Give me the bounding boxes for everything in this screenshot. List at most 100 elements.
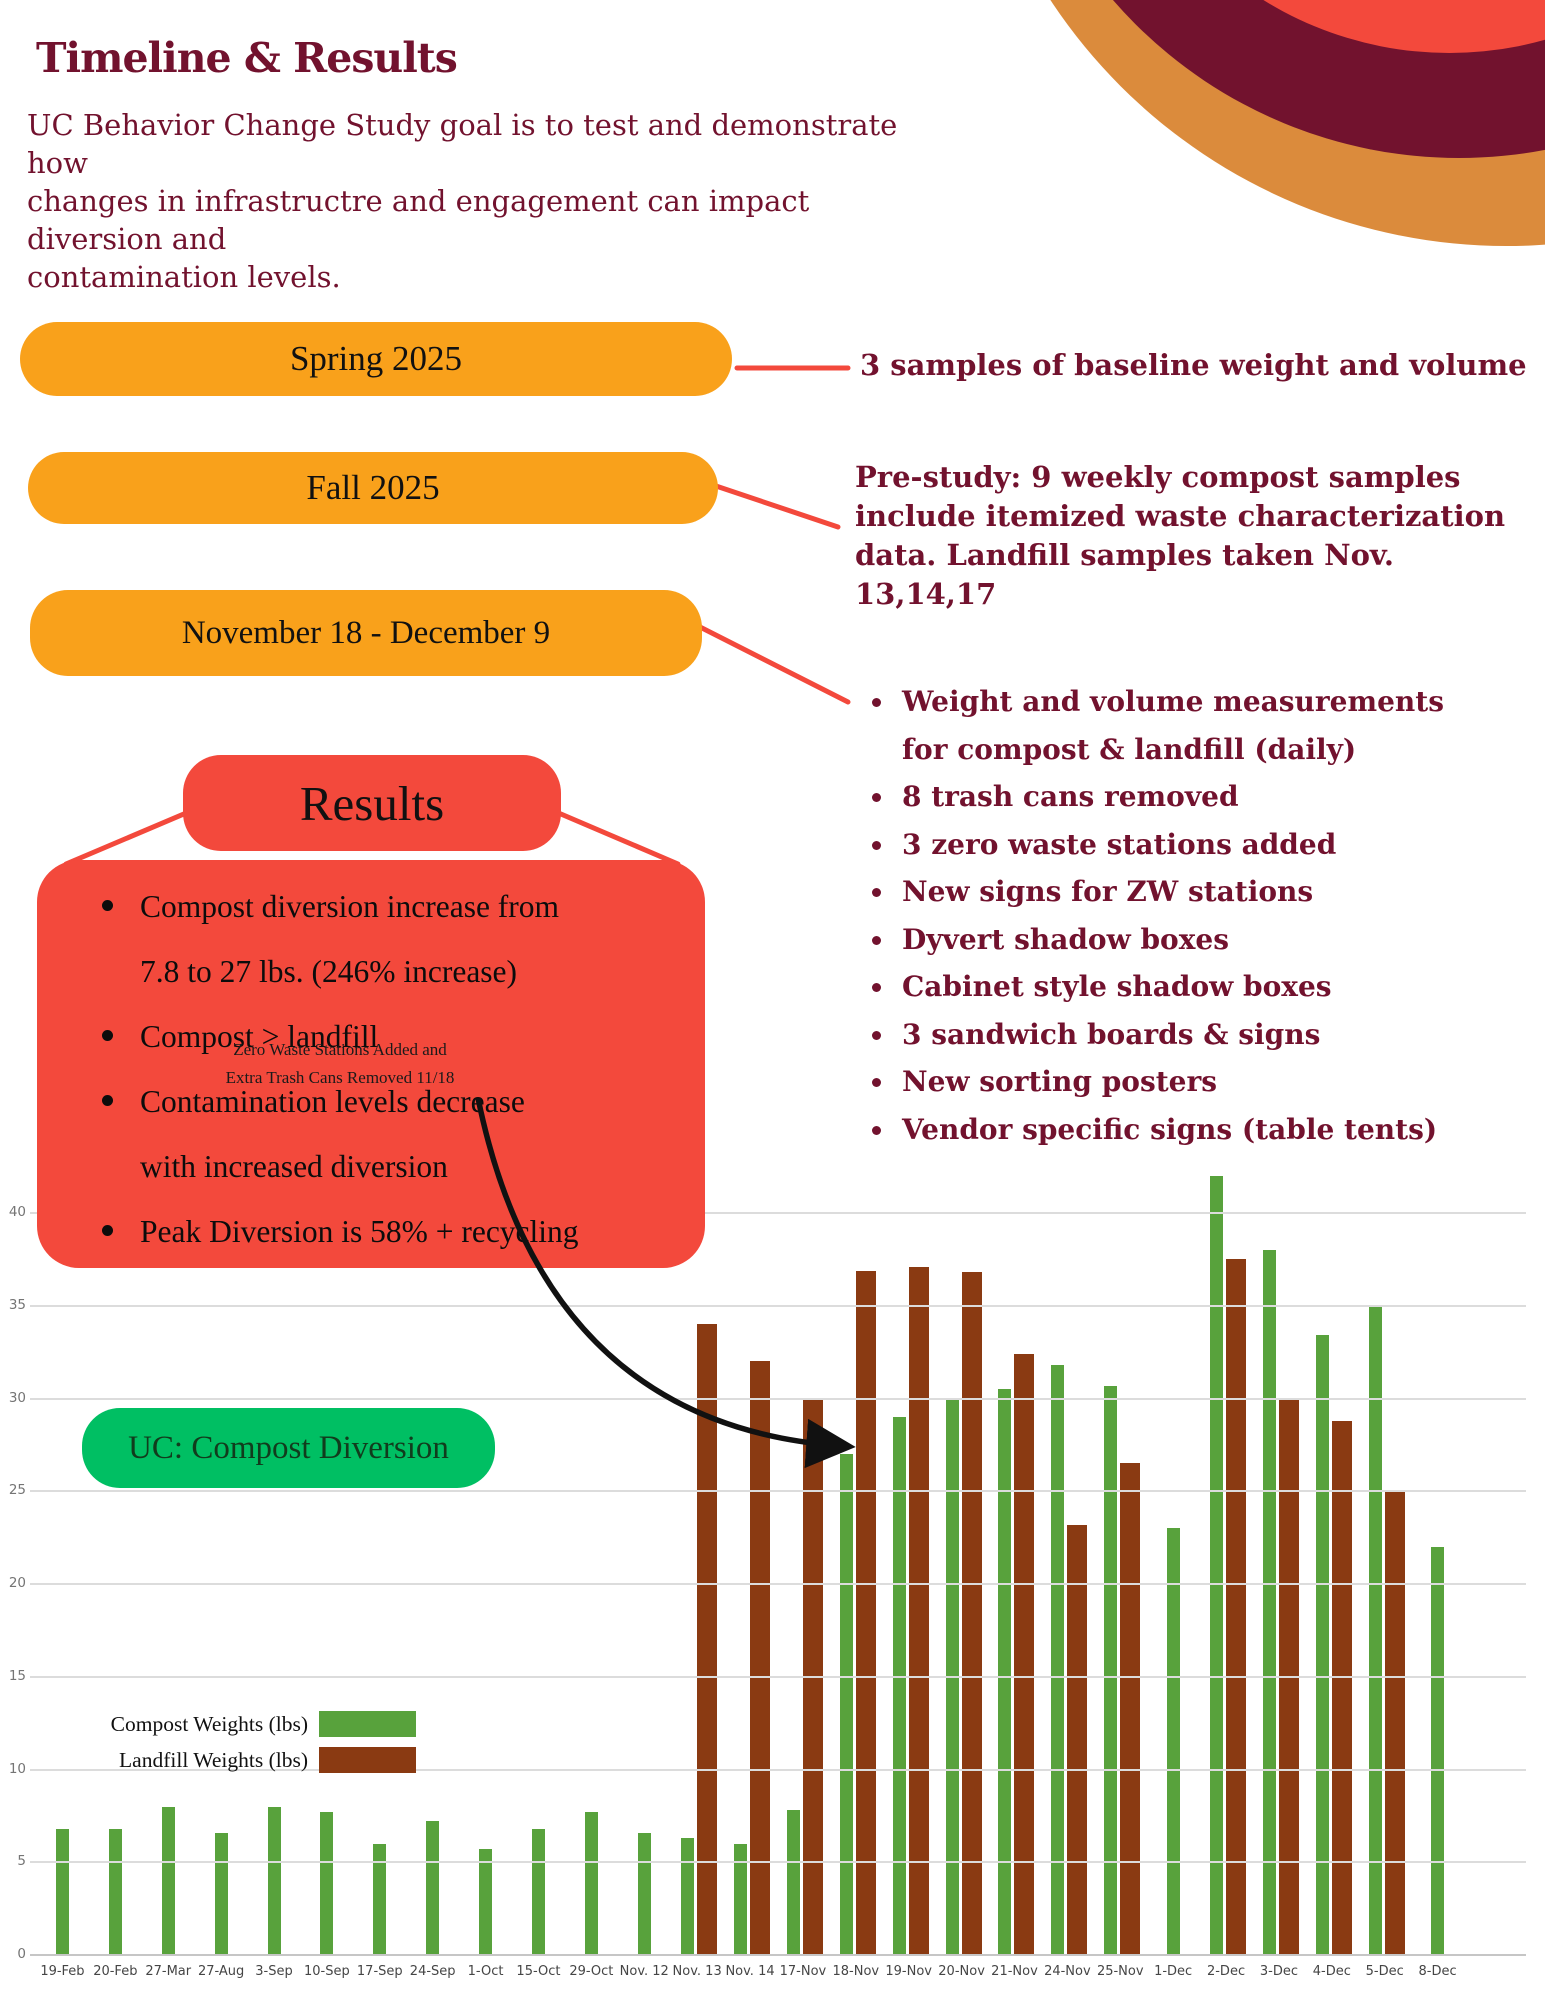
bar-group-17-Sep: 17-Sep (353, 1100, 406, 1979)
study-action-item: Dyvert shadow boxes (872, 916, 1462, 964)
chart-plot-area: 19-Feb 20-Feb 27-Mar 27-Aug 3-Sep 10-Sep 17-Se… (36, 1100, 1464, 1979)
study-action-item: New signs for ZW stations (872, 868, 1462, 916)
bar-group-4-Dec: 4-Dec (1305, 1100, 1358, 1979)
bar-group-5-Dec: 5-Dec (1358, 1100, 1411, 1979)
x-axis-label-1-Dec: 1-Dec (1154, 1964, 1193, 1979)
bar-group-21-Nov: 21-Nov (988, 1100, 1041, 1979)
x-axis-label-17-Nov: 17-Nov (779, 1964, 827, 1979)
timeline-pill-spring-2025: Spring 2025 (20, 322, 732, 396)
legend-label-compost: Compost Weights (lbs) (110, 1711, 308, 1736)
gridline-30 (30, 1397, 1526, 1400)
x-axis-label-15-Oct: 15-Oct (516, 1964, 561, 1979)
gridline-35 (30, 1304, 1526, 1307)
x-axis-label-4-Dec: 4-Dec (1312, 1964, 1351, 1979)
bar-group-19-Feb: 19-Feb (36, 1100, 89, 1979)
y-axis-label-40: 40 (8, 1204, 26, 1220)
x-axis-label-1-Oct: 1-Oct (467, 1964, 504, 1979)
landfill-bar-21-Nov (1014, 1353, 1035, 1955)
bar-group-8-Dec: 8-Dec (1411, 1100, 1464, 1979)
compost-bar-8-Dec (1431, 1546, 1445, 1955)
bar-group-15-Oct: 15-Oct (512, 1100, 565, 1979)
timeline-pill-fall-2025: Fall 2025 (28, 452, 718, 524)
y-axis-label-5: 5 (17, 1853, 26, 1870)
x-axis-label-3-Dec: 3-Dec (1259, 1964, 1298, 1979)
compost-bar-19-Nov (892, 1417, 906, 1955)
y-axis-label-35: 35 (8, 1296, 26, 1313)
results-list: Compost diversion increase from 7.8 to 2… (102, 874, 680, 1264)
gridline-5 (30, 1861, 1526, 1864)
compost-bar-3-Sep (267, 1806, 281, 1955)
study-action-item: 8 trash cans removed (872, 773, 1462, 821)
compost-bar-1-Dec (1166, 1528, 1180, 1955)
x-axis-label-Nov. 12: Nov. 12 (619, 1964, 669, 1979)
spring-note: 3 samples of baseline weight and volume (860, 348, 1527, 382)
bar-group-27-Mar: 27-Mar (142, 1100, 195, 1979)
x-axis-label-29-Oct: 29-Oct (569, 1964, 614, 1979)
compost-bar-Nov. 14 (734, 1843, 748, 1955)
bar-group-19-Nov: 19-Nov (882, 1100, 935, 1979)
gridline-25 (30, 1490, 1526, 1493)
results-item: Peak Diversion is 58% + recycling (102, 1199, 680, 1264)
landfill-bar-18-Nov (855, 1270, 876, 1955)
study-action-item: 3 zero waste stations added (872, 821, 1462, 869)
bar-group-20-Nov: 20-Nov (935, 1100, 988, 1979)
legend-row-compost: Compost Weights (lbs) (58, 1711, 416, 1737)
x-axis-label-10-Sep: 10-Sep (304, 1964, 350, 1979)
compost-bar-18-Nov (839, 1454, 853, 1955)
landfill-bar-24-Nov (1067, 1524, 1088, 1955)
legend-swatch-landfill (319, 1747, 416, 1773)
chart-title-pill: UC: Compost Diversion (82, 1408, 495, 1488)
bar-group-3-Sep: 3-Sep (248, 1100, 301, 1979)
compost-bar-3-Dec (1262, 1250, 1276, 1955)
x-axis-label-27-Aug: 27-Aug (197, 1964, 245, 1979)
landfill-bar-Nov. 13 (697, 1324, 718, 1955)
y-axis-label-25: 25 (8, 1482, 26, 1499)
bar-group-3-Dec: 3-Dec (1252, 1100, 1305, 1979)
fall-note: Pre-study: 9 weekly compost samples incl… (855, 460, 1506, 611)
bar-group-10-Sep: 10-Sep (300, 1100, 353, 1979)
compost-bar-27-Mar (161, 1806, 175, 1955)
x-axis-label-24-Nov: 24-Nov (1044, 1964, 1091, 1979)
bar-group-24-Nov: 24-Nov (1041, 1100, 1094, 1979)
x-axis-label-21-Nov: 21-Nov (991, 1964, 1038, 1979)
compost-bar-19-Feb (55, 1828, 69, 1955)
spring-pill-label: Spring 2025 (289, 339, 463, 378)
compost-bar-25-Nov (1104, 1385, 1118, 1955)
bar-group-20-Feb: 20-Feb (89, 1100, 142, 1979)
x-axis-label-19-Feb: 19-Feb (40, 1964, 85, 1979)
compost-bar-20-Feb (108, 1828, 122, 1955)
study-action-item: Cabinet style shadow boxes (872, 963, 1462, 1011)
intro-paragraph: UC Behavior Change Study goal is to test… (27, 108, 898, 294)
compost-bar-24-Nov (1051, 1365, 1065, 1955)
compost-bar-Nov. 13 (681, 1838, 695, 1955)
compost-bar-1-Oct (479, 1849, 493, 1955)
legend-row-landfill: Landfill Weights (lbs) (58, 1747, 416, 1773)
compost-bar-29-Oct (584, 1812, 598, 1955)
study-pill-label: November 18 - December 9 (181, 614, 551, 651)
x-axis-label-25-Nov: 25-Nov (1096, 1964, 1144, 1979)
timeline-pill-study-period: November 18 - December 9 (30, 590, 702, 676)
gridline-15 (30, 1675, 1526, 1678)
bar-group-18-Nov: 18-Nov (829, 1100, 882, 1979)
results-header-pill: Results (183, 755, 561, 851)
results-item: Compost diversion increase from 7.8 to 2… (102, 874, 680, 1004)
compost-bar-17-Nov (786, 1810, 800, 1955)
landfill-bar-25-Nov (1120, 1463, 1141, 1955)
y-axis-label-30: 30 (8, 1389, 26, 1406)
bar-group-29-Oct: 29-Oct (565, 1100, 618, 1979)
y-axis-label-10: 10 (8, 1760, 26, 1777)
landfill-bar-2-Dec (1226, 1259, 1247, 1955)
x-axis-label-24-Sep: 24-Sep (409, 1964, 456, 1979)
compost-bar-17-Sep (373, 1843, 387, 1955)
bar-group-1-Oct: 1-Oct (459, 1100, 512, 1979)
landfill-bar-Nov. 14 (750, 1361, 771, 1955)
legend-label-landfill: Landfill Weights (lbs) (119, 1747, 308, 1772)
x-axis-label-27-Mar: 27-Mar (145, 1964, 192, 1979)
results-box: Compost diversion increase from 7.8 to 2… (37, 860, 705, 1268)
compost-bar-10-Sep (320, 1812, 334, 1955)
x-axis-label-3-Sep: 3-Sep (255, 1964, 293, 1979)
results-title: Results (299, 775, 445, 831)
compost-bar-27-Aug (214, 1832, 228, 1955)
chart-annotation-text: Zero Waste Stations Added and Extra Tras… (225, 1040, 455, 1087)
